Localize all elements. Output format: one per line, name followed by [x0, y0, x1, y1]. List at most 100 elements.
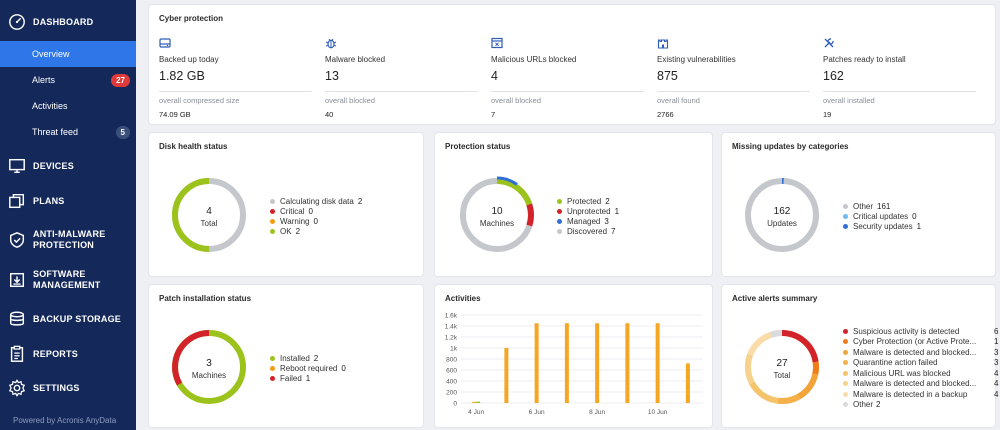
y-tick-label: 1.6k [445, 313, 458, 320]
legend-item[interactable]: Malware is detected and blocked... 4 [843, 379, 998, 390]
activity-bar[interactable] [534, 323, 539, 403]
legend-label: Cyber Protection (or Active Prote... [853, 337, 977, 347]
patch-installation-legend: Installed 2 Reboot required 0 Failed 1 [270, 353, 346, 383]
disk-icon [159, 37, 171, 49]
legend-item[interactable]: Reboot required 0 [270, 363, 346, 373]
activities-chart[interactable]: 0 200 400 600 800 1k 1.2k 1.4k 1.6k 4 Jun 6 Jun 8 J… [435, 307, 712, 425]
legend-label: Other [853, 400, 874, 410]
legend-item[interactable]: Managed 3 [557, 216, 619, 226]
sidebar: DASHBOARD Overview Alerts 27 Activities … [0, 0, 136, 430]
legend-item[interactable]: Quarantine action failed 3 [843, 358, 998, 369]
nav-backup-storage[interactable]: BACKUP STORAGE [0, 300, 136, 338]
stat-malware-blocked[interactable]: Malware blocked 13 overall blocked 40 [325, 37, 478, 119]
legend-value: 1 [614, 206, 620, 216]
activities-card: Activities 0 200 400 600 800 1k 1.2k 1.4k 1.6k 4 … [435, 285, 712, 427]
sidebar-item-overview[interactable]: Overview [0, 41, 136, 67]
legend-value: 0 [341, 363, 346, 373]
donut-segment-failed [172, 330, 210, 386]
donut-center-label: Updates [767, 219, 797, 228]
nav-devices[interactable]: DEVICES [0, 147, 136, 185]
activity-bar[interactable] [564, 323, 569, 403]
sidebar-item-threat-feed[interactable]: Threat feed 5 [0, 119, 136, 145]
legend-label: Malicious URL was blocked [853, 368, 951, 378]
stat-sub-value: 19 [823, 110, 832, 119]
y-tick-label: 200 [446, 390, 457, 397]
card-title: Active alerts summary [732, 294, 818, 303]
legend-item[interactable]: Other 2 [843, 400, 998, 411]
legend-value: 4 [994, 389, 999, 399]
alerts-count-badge: 27 [111, 73, 130, 87]
nav-dashboard[interactable]: DASHBOARD [0, 3, 136, 41]
protection-legend: Protected 2 Unprotected 1 Managed 3 Discove… [557, 196, 619, 236]
legend-item[interactable]: Security updates 1 [843, 221, 921, 231]
legend-item[interactable]: Critical updates 0 [843, 211, 921, 221]
bug-icon [325, 37, 337, 49]
nav-software-management[interactable]: SOFTWARE MANAGEMENT [0, 260, 136, 300]
patch-installation-donut[interactable] [169, 327, 249, 407]
activity-bar[interactable] [472, 401, 477, 403]
legend-dot [557, 208, 562, 214]
stat-patches-ready[interactable]: Patches ready to install 162 overall ins… [823, 37, 976, 119]
legend-label: Protected [567, 196, 602, 206]
legend-dot [843, 203, 848, 209]
legend-item[interactable]: Installed 2 [270, 353, 346, 363]
donut-segment-malware-blocked [797, 373, 819, 400]
legend-item[interactable]: Critical 0 [270, 206, 362, 216]
stat-backed-up[interactable]: Backed up today 1.82 GB overall compress… [159, 37, 312, 119]
legend-label: Reboot required [280, 363, 338, 373]
legend-item[interactable]: Suspicious activity is detected 6 [843, 326, 998, 337]
nav-backup-label: BACKUP STORAGE [33, 314, 121, 324]
activity-bar[interactable] [504, 348, 509, 403]
legend-item[interactable]: OK 2 [270, 226, 362, 236]
activity-bar[interactable] [685, 363, 690, 403]
donut-center-value: 162 [773, 206, 791, 217]
threat-feed-count-badge: 5 [115, 125, 130, 139]
legend-item[interactable]: Malicious URL was blocked 4 [843, 368, 998, 379]
missing-updates-donut[interactable] [742, 175, 822, 255]
legend-item[interactable]: Discovered 7 [557, 226, 619, 236]
active-alerts-donut[interactable] [742, 327, 822, 407]
sidebar-item-label: Activities [32, 101, 68, 111]
nav-plans[interactable]: PLANS [0, 182, 136, 220]
nav-reports-label: REPORTS [33, 349, 78, 359]
legend-label: OK [280, 226, 292, 236]
legend-dot [843, 391, 848, 397]
legend-item[interactable]: Warning 0 [270, 216, 362, 226]
sidebar-item-alerts[interactable]: Alerts 27 [0, 67, 136, 93]
legend-label: Installed [280, 353, 310, 363]
card-title: Missing updates by categories [732, 142, 849, 151]
legend-dot [270, 375, 275, 381]
nav-anti-malware[interactable]: ANTI-MALWARE PROTECTION [0, 220, 136, 260]
legend-item[interactable]: Protected 2 [557, 196, 619, 206]
stat-urls-blocked[interactable]: Malicious URLs blocked 4 overall blocked… [491, 37, 644, 119]
activity-bar[interactable] [476, 401, 481, 403]
legend-item[interactable]: Cyber Protection (or Active Prote... 1 [843, 337, 998, 348]
card-title: Protection status [445, 142, 511, 151]
activity-bar[interactable] [595, 323, 600, 403]
legend-item[interactable]: Other 161 [843, 201, 921, 211]
nav-settings[interactable]: SETTINGS [0, 369, 136, 407]
legend-dot [843, 339, 848, 345]
legend-item[interactable]: Failed 1 [270, 373, 346, 383]
sidebar-item-activities[interactable]: Activities [0, 93, 136, 119]
disk-health-donut[interactable] [169, 175, 249, 255]
donut-center-label: Machines [479, 219, 515, 228]
database-icon [8, 310, 26, 328]
legend-item[interactable]: Malware is detected and blocked... 3 [843, 347, 998, 358]
activity-bar[interactable] [625, 323, 630, 403]
report-icon [8, 345, 26, 363]
nav-reports[interactable]: REPORTS [0, 335, 136, 373]
donut-segment-malware-blocked-2 [744, 353, 755, 385]
legend-item[interactable]: Malware is detected in a backup 4 [843, 389, 998, 400]
legend-dot [843, 328, 848, 334]
stat-vulnerabilities[interactable]: Existing vulnerabilities 875 overall fou… [657, 37, 810, 119]
legend-value: 161 [877, 201, 891, 211]
protection-donut[interactable] [457, 175, 537, 255]
donut-segment-unprotected [526, 203, 534, 227]
legend-item[interactable]: Calculating disk data 2 [270, 196, 362, 206]
stat-label: Malicious URLs blocked [491, 55, 577, 64]
software-box-icon [8, 271, 26, 289]
legend-item[interactable]: Unprotected 1 [557, 206, 619, 216]
stat-sub-value: 2766 [657, 110, 674, 119]
activity-bar[interactable] [655, 323, 660, 403]
